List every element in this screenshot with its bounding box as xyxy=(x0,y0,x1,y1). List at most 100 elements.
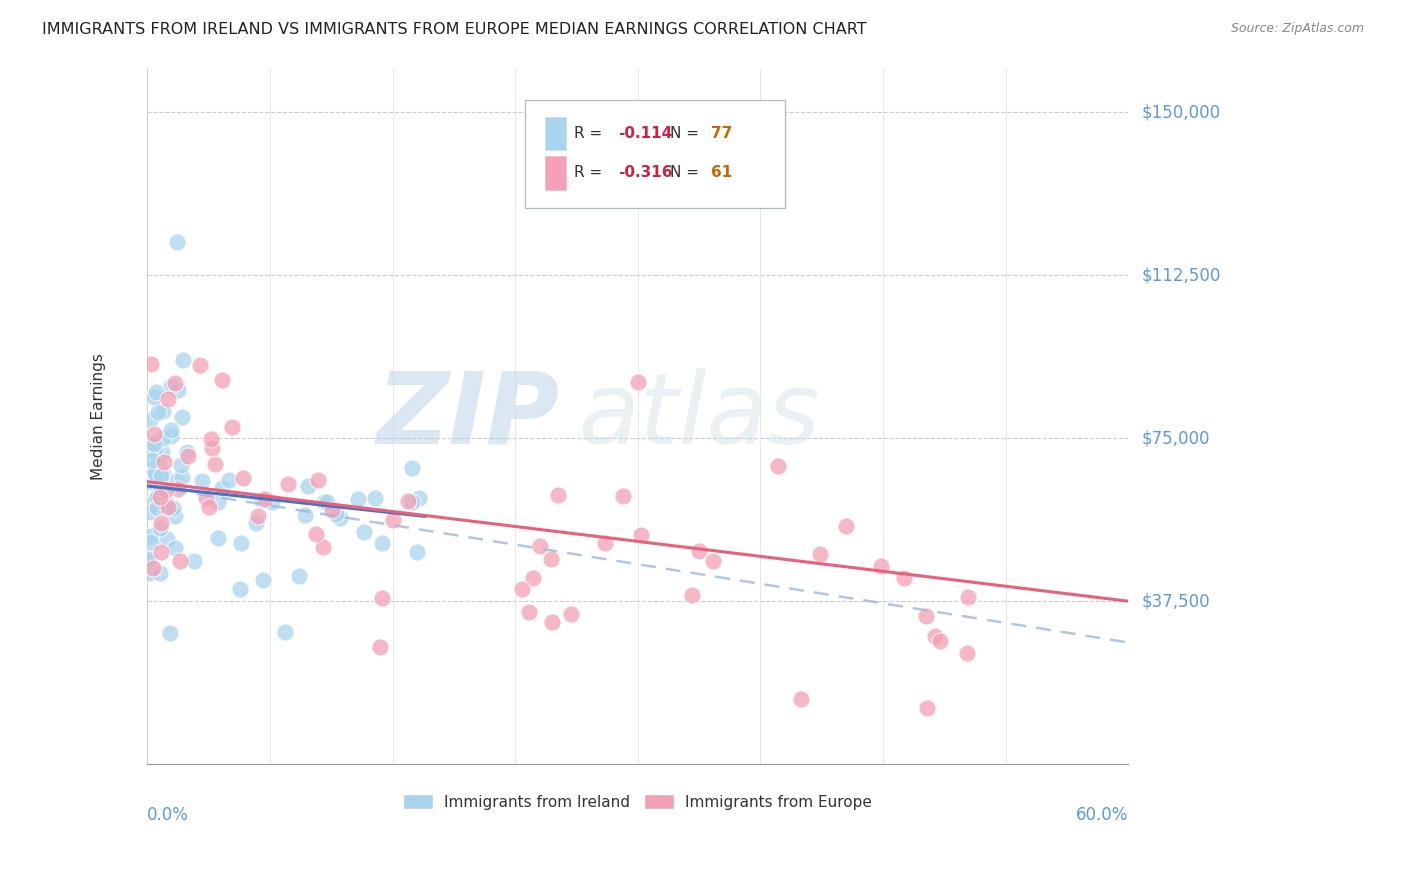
Point xyxy=(142,437,165,451)
Point xyxy=(152,455,174,469)
Point xyxy=(517,605,540,619)
Point xyxy=(155,483,177,498)
Point xyxy=(915,700,938,714)
Point xyxy=(141,357,163,371)
Point xyxy=(408,491,430,505)
Point xyxy=(835,519,858,533)
Point xyxy=(149,521,172,535)
Point xyxy=(321,503,343,517)
Point xyxy=(254,492,277,507)
Point xyxy=(630,527,652,541)
Point xyxy=(163,508,186,523)
Text: R =: R = xyxy=(574,126,607,141)
Point xyxy=(547,488,569,502)
Point xyxy=(156,496,179,510)
Text: $37,500: $37,500 xyxy=(1142,592,1211,610)
Point xyxy=(396,493,419,508)
Point xyxy=(165,541,187,556)
Text: 60.0%: 60.0% xyxy=(1076,806,1129,824)
Point xyxy=(159,429,181,443)
Point xyxy=(593,536,616,550)
Point xyxy=(325,508,347,522)
Point xyxy=(560,607,582,621)
Point xyxy=(893,571,915,585)
Point xyxy=(221,420,243,434)
Point xyxy=(329,510,352,524)
Point xyxy=(138,566,160,581)
Point xyxy=(211,481,233,495)
Point xyxy=(172,410,194,425)
Point xyxy=(201,442,224,456)
Point xyxy=(191,474,214,488)
Point xyxy=(160,378,183,392)
Point xyxy=(142,561,165,575)
Point xyxy=(139,462,162,476)
Point xyxy=(353,524,375,539)
Point xyxy=(166,235,188,250)
Point xyxy=(169,554,191,568)
Point xyxy=(371,536,394,550)
Point xyxy=(183,554,205,568)
Point xyxy=(522,571,544,585)
Point xyxy=(150,545,173,559)
Point xyxy=(368,640,391,654)
Point xyxy=(150,445,173,459)
Point xyxy=(381,513,404,527)
Text: -0.114: -0.114 xyxy=(619,126,672,141)
Point xyxy=(150,481,173,495)
Point xyxy=(627,375,650,389)
Point xyxy=(141,497,163,511)
Point xyxy=(207,531,229,545)
Text: IMMIGRANTS FROM IRELAND VS IMMIGRANTS FROM EUROPE MEDIAN EARNINGS CORRELATION CH: IMMIGRANTS FROM IRELAND VS IMMIGRANTS FR… xyxy=(42,22,868,37)
Point xyxy=(273,624,295,639)
Point xyxy=(172,470,194,484)
Point xyxy=(139,412,162,426)
Point xyxy=(928,633,950,648)
Text: 77: 77 xyxy=(711,126,733,141)
Point xyxy=(204,457,226,471)
Point xyxy=(612,489,634,503)
Point xyxy=(810,547,832,561)
Point xyxy=(347,491,370,506)
Bar xyxy=(544,117,567,150)
Text: $75,000: $75,000 xyxy=(1142,429,1211,447)
Point xyxy=(312,494,335,508)
Point xyxy=(252,573,274,587)
Point xyxy=(688,544,710,558)
Point xyxy=(406,545,429,559)
Point xyxy=(156,392,179,407)
Point xyxy=(371,591,394,605)
Point xyxy=(141,534,163,549)
Point xyxy=(149,566,172,580)
Point xyxy=(915,608,938,623)
Text: ZIP: ZIP xyxy=(377,368,560,465)
Point xyxy=(146,490,169,504)
Point xyxy=(870,559,893,574)
Point xyxy=(167,384,190,398)
Point xyxy=(297,479,319,493)
Text: Source: ZipAtlas.com: Source: ZipAtlas.com xyxy=(1230,22,1364,36)
Point xyxy=(149,516,172,530)
Point xyxy=(229,535,252,549)
Point xyxy=(141,452,163,467)
Text: $150,000: $150,000 xyxy=(1142,103,1220,121)
Point xyxy=(138,443,160,458)
Point xyxy=(138,505,160,519)
Point xyxy=(218,474,240,488)
Point xyxy=(142,390,165,404)
Point xyxy=(152,431,174,445)
Point xyxy=(162,500,184,515)
Point xyxy=(152,403,174,417)
Point xyxy=(142,466,165,480)
Point xyxy=(401,495,423,509)
Text: 0.0%: 0.0% xyxy=(148,806,190,824)
Point xyxy=(143,466,166,480)
Point xyxy=(200,432,222,446)
Point xyxy=(766,459,789,474)
Point xyxy=(159,423,181,437)
Legend: Immigrants from Ireland, Immigrants from Europe: Immigrants from Ireland, Immigrants from… xyxy=(398,789,877,816)
FancyBboxPatch shape xyxy=(524,100,785,208)
Point xyxy=(512,582,534,596)
Text: R =: R = xyxy=(574,165,607,180)
Point xyxy=(139,529,162,543)
